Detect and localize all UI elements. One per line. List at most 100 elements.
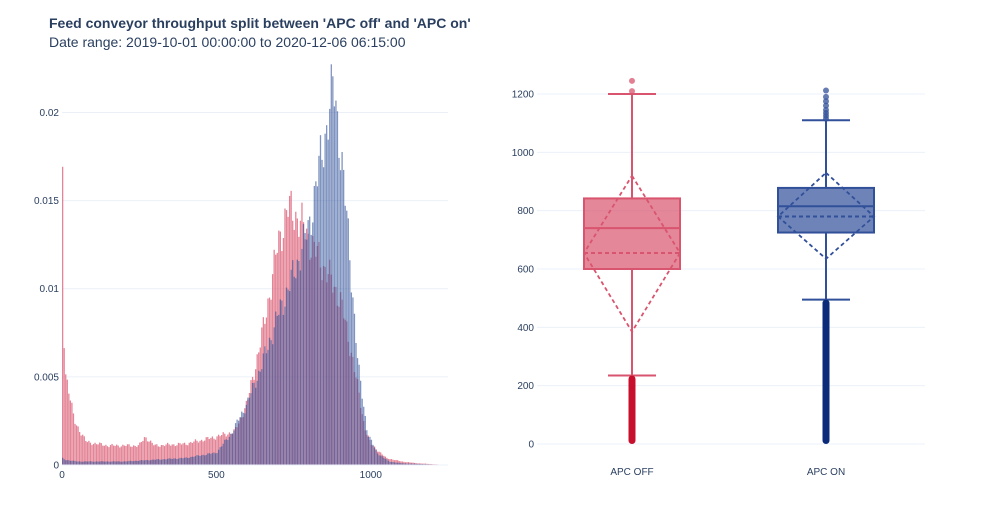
histogram-bar-apc-on xyxy=(361,398,363,465)
histogram-bar-apc-off xyxy=(142,440,144,465)
histogram-bar-apc-on xyxy=(89,461,92,465)
histogram-bar-apc-on xyxy=(165,459,167,465)
boxplot-y-tick-label: 400 xyxy=(517,323,534,334)
histogram-bar-apc-on xyxy=(126,461,129,465)
histogram-bar-apc-off xyxy=(200,439,203,465)
histogram-axes: 0 0.005 0.01 0.015 0.02 0 500 1000 xyxy=(34,108,448,481)
histogram-bar-apc-on xyxy=(112,461,115,465)
histogram-bar-apc-off xyxy=(208,438,210,465)
histogram-bar-apc-on xyxy=(356,358,359,465)
histogram-bar-apc-off xyxy=(194,439,197,465)
histogram-bar-apc-on xyxy=(335,100,337,465)
histogram-bar-apc-on xyxy=(191,456,193,465)
histogram-bar-apc-on xyxy=(102,461,104,465)
histogram-bar-apc-on xyxy=(327,139,329,465)
histogram-bar-apc-on xyxy=(264,346,266,465)
histogram-bar-apc-on xyxy=(105,461,107,465)
histogram-x-tick-label: 0 xyxy=(59,470,65,481)
histogram-bar-apc-off xyxy=(187,445,189,465)
histogram-bar-apc-on xyxy=(375,450,377,465)
histogram-bar-apc-on xyxy=(261,369,263,465)
histogram-bar-apc-off xyxy=(204,440,206,465)
histogram-bar-apc-off xyxy=(105,444,107,465)
histogram-bar-apc-off xyxy=(123,445,126,465)
histogram-bar-apc-off xyxy=(166,442,169,465)
histogram-bar-apc-off xyxy=(137,445,139,465)
histogram-bar-apc-on xyxy=(160,459,163,465)
histogram-bar-apc-on xyxy=(420,463,422,465)
histogram-bar-apc-on xyxy=(322,167,325,465)
histogram-series-apc-off xyxy=(62,166,448,466)
histogram-bar-apc-on xyxy=(376,453,379,465)
box-outliers-low-band xyxy=(628,375,636,444)
histogram-bar-apc-on xyxy=(62,457,64,465)
histogram-bar-apc-on xyxy=(267,349,269,465)
histogram-bar-apc-on xyxy=(125,461,127,465)
histogram-bar-apc-on xyxy=(292,260,294,465)
histogram-bar-apc-on xyxy=(188,457,190,465)
histogram-bar-apc-on xyxy=(103,461,105,465)
histogram-bar-apc-on xyxy=(120,461,122,465)
histogram-bar-apc-on xyxy=(166,458,169,465)
histogram-bar-apc-on xyxy=(66,460,68,465)
histogram-bar-apc-on xyxy=(363,406,365,465)
histogram-bar-apc-on xyxy=(281,300,283,465)
histogram-bar-apc-on xyxy=(157,459,160,465)
histogram-bar-apc-off xyxy=(174,446,176,465)
histogram-bar-apc-off xyxy=(199,440,201,465)
histogram-bar-apc-on xyxy=(418,463,420,465)
box-outlier-point xyxy=(823,98,829,105)
histogram-bar-apc-on xyxy=(122,461,124,465)
histogram-bar-apc-on xyxy=(346,210,348,465)
histogram-bar-apc-off xyxy=(159,446,161,465)
histogram-bar-apc-on xyxy=(63,459,65,465)
histogram-bar-apc-on xyxy=(259,371,261,465)
histogram-bar-apc-on xyxy=(305,239,308,465)
histogram-bar-apc-off xyxy=(126,444,129,465)
histogram-bar-apc-off xyxy=(406,462,408,465)
histogram-bar-apc-on xyxy=(92,461,95,465)
histogram-bar-apc-on xyxy=(288,291,291,465)
histogram-bar-apc-on xyxy=(128,460,130,465)
histogram-bar-apc-on xyxy=(194,456,197,465)
histogram-bar-apc-off xyxy=(97,444,99,465)
histogram-bar-apc-off xyxy=(117,445,119,465)
histogram-bar-apc-on xyxy=(207,453,209,465)
histogram-bar-apc-on xyxy=(69,460,72,465)
histogram-bar-apc-on xyxy=(99,461,101,465)
histogram-bar-apc-on xyxy=(196,455,198,465)
histogram-bar-apc-off xyxy=(193,441,195,465)
histogram-bar-apc-on xyxy=(86,461,88,465)
histogram-bar-apc-off xyxy=(139,442,141,465)
histogram-bar-apc-on xyxy=(68,460,70,465)
histogram-bar-apc-on xyxy=(156,459,158,465)
histogram-bar-apc-on xyxy=(151,459,153,465)
histogram-bar-apc-on xyxy=(248,397,251,465)
histogram-bar-apc-off xyxy=(88,440,90,465)
histogram-bar-apc-on xyxy=(247,397,249,465)
histogram-bar-apc-off xyxy=(108,447,110,465)
histogram-bar-apc-on xyxy=(276,315,278,465)
box-outlier-point xyxy=(823,107,829,114)
histogram-bar-apc-off xyxy=(109,445,112,465)
histogram-bar-apc-on xyxy=(397,462,399,465)
histogram-bar-apc-on xyxy=(373,447,376,465)
histogram-bar-apc-off xyxy=(211,436,214,465)
chart-title: Feed conveyor throughput split between '… xyxy=(49,15,471,31)
histogram-bar-apc-on xyxy=(75,461,78,465)
histogram-bar-apc-on xyxy=(183,457,186,465)
histogram-bar-apc-off xyxy=(179,443,181,465)
histogram-bar-apc-on xyxy=(307,220,309,465)
histogram-bar-apc-on xyxy=(193,456,195,465)
histogram-bar-apc-on xyxy=(301,248,303,465)
histogram-bar-apc-on xyxy=(355,342,357,465)
histogram-bar-apc-on xyxy=(182,458,184,465)
histogram-bar-apc-on xyxy=(367,436,369,465)
boxplot-x-tick-label: APC OFF xyxy=(610,467,653,478)
histogram-bar-apc-off xyxy=(160,444,163,465)
histogram-bar-apc-on xyxy=(326,125,328,466)
histogram-bar-apc-on xyxy=(412,463,414,465)
histogram-bar-apc-on xyxy=(177,458,180,465)
histogram-bar-apc-off xyxy=(182,443,184,465)
histogram-bar-apc-on xyxy=(225,439,227,465)
